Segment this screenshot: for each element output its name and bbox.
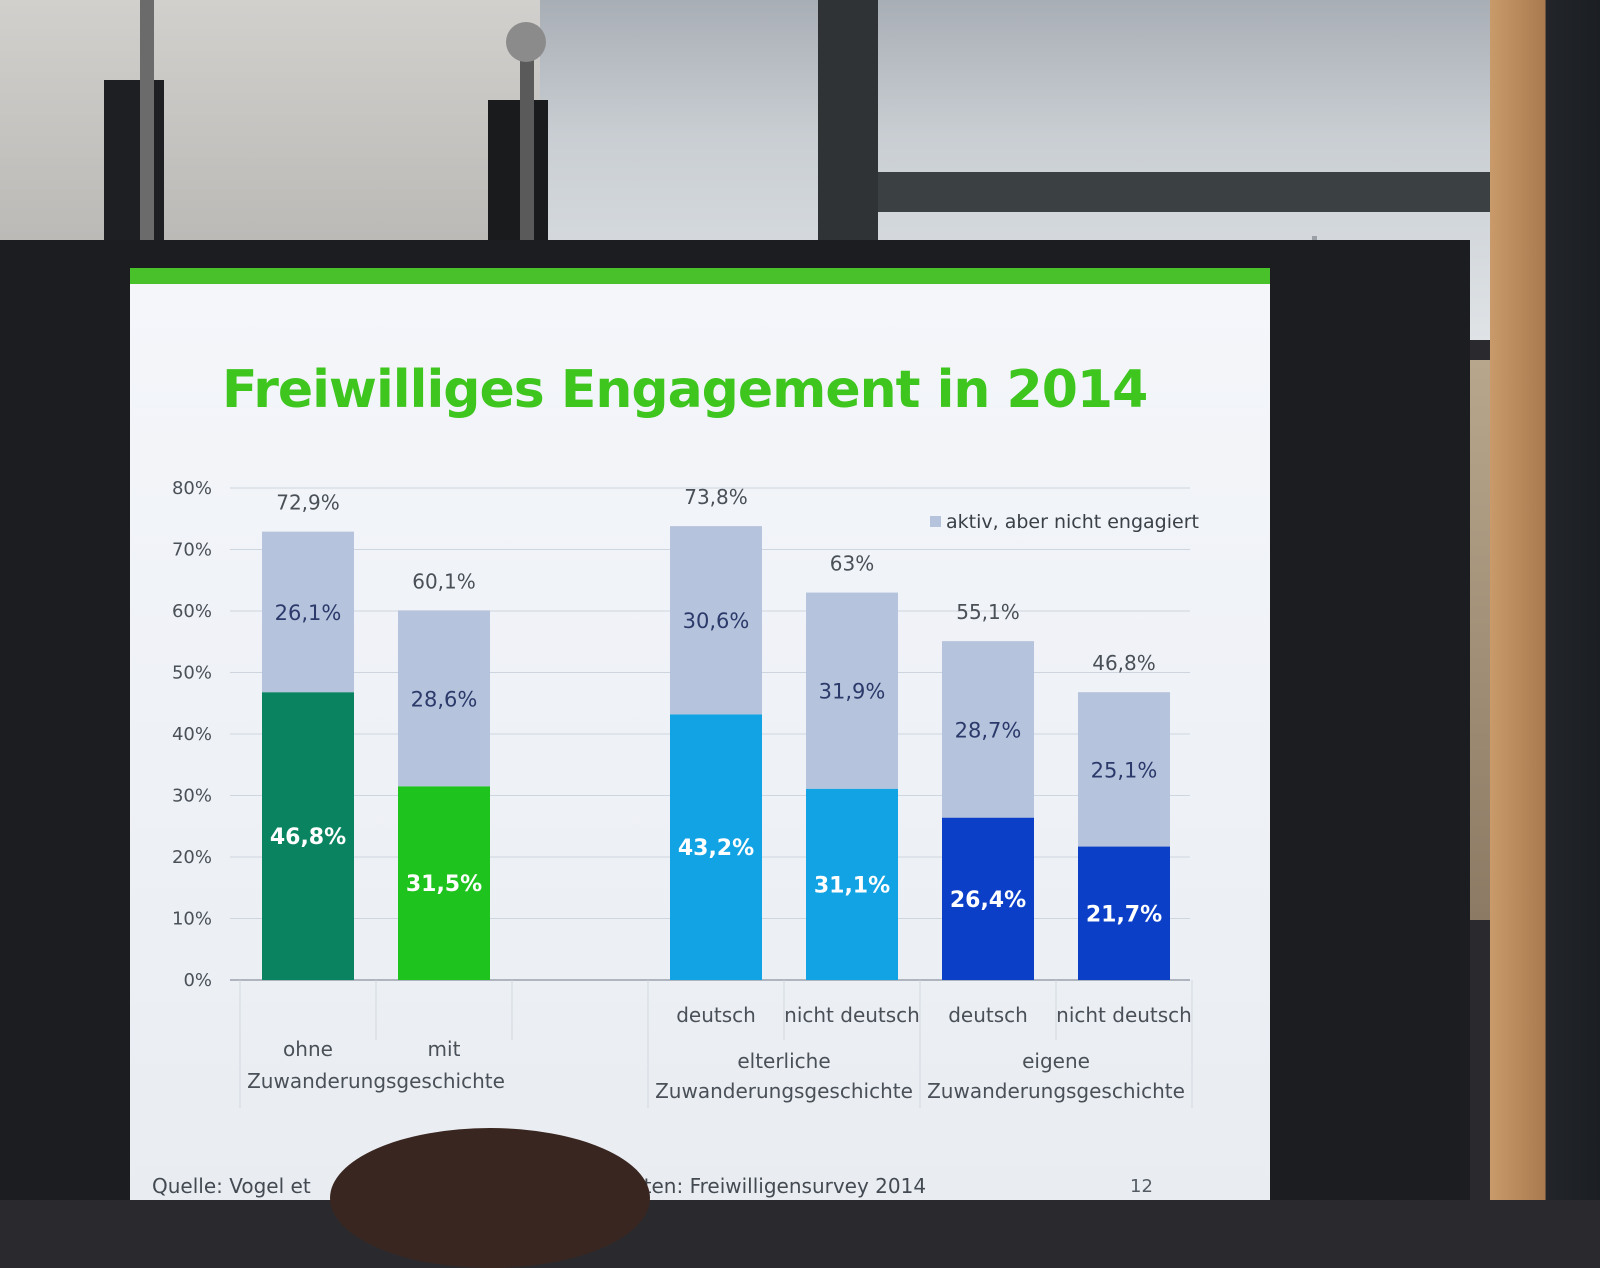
x-tick-label: deutsch [676,1003,756,1027]
legend-label: aktiv, aber nicht engagiert [946,511,1199,533]
data-label-active: 30,6% [683,609,750,633]
room-wall [0,0,540,270]
group-label: eigene [1022,1049,1090,1073]
flagpole-finial [506,22,546,62]
total-label: 55,1% [956,600,1020,624]
data-label-engaged: 43,2% [678,836,754,861]
indoor-flag-left [104,80,164,270]
x-tick-label: ohne [283,1037,333,1061]
y-tick-label: 50% [172,663,212,684]
x-tick-label: nicht deutsch [1056,1003,1192,1027]
data-label-active: 26,1% [275,601,342,625]
x-tick-label: deutsch [948,1003,1028,1027]
data-label-engaged: 31,1% [814,873,890,898]
data-label-active: 28,7% [955,718,1022,742]
bar-active-not-engaged [942,641,1034,818]
slide-accent-bar [130,268,1270,284]
total-label: 63% [830,552,874,576]
bar-active-not-engaged [806,592,898,789]
bar-engaged [942,817,1034,980]
bar-active-not-engaged [670,526,762,715]
stacked-bar-chart: 0% 10% 20% 30% 40% 50% 60% 70% 80% 46,8% 26,1% 72,9… [172,478,1199,1108]
flagpole-right [520,40,534,270]
flagpole-left [140,0,154,270]
y-tick-label: 80% [172,478,212,499]
total-label: 60,1% [412,569,476,593]
group-label: Zuwanderungsgeschichte [247,1069,505,1093]
y-tick-label: 70% [172,540,212,561]
y-tick-label: 20% [172,847,212,868]
data-label-engaged: 21,7% [1086,902,1162,927]
data-label-active: 25,1% [1091,758,1158,782]
source-citation: Quelle: Vogel et [152,1174,311,1198]
bar-engaged [806,788,898,980]
y-tick-label: 0% [183,970,212,991]
legend-swatch [930,516,941,527]
y-tick-label: 40% [172,724,212,745]
group-label: elterliche [737,1049,830,1073]
total-label: 73,8% [684,485,748,509]
y-tick-label: 30% [172,786,212,807]
y-tick-label: 60% [172,601,212,622]
data-label-engaged: 46,8% [270,825,346,850]
group-label: Zuwanderungsgeschichte [927,1079,1185,1103]
data-label-engaged: 31,5% [406,872,482,897]
bar-active-not-engaged [398,610,490,787]
bar-engaged [670,714,762,980]
bar-active-not-engaged [262,531,354,693]
total-label: 46,8% [1092,651,1156,675]
total-label: 72,9% [276,491,340,515]
audience-head [330,1128,650,1268]
data-label-active: 31,9% [819,680,886,704]
bar-engaged [1078,846,1170,980]
presentation-slide: Freiwilliges Engagement in 2014 0% 10% 20%… [130,268,1270,1200]
door-frame [1490,0,1600,1200]
data-label-active: 28,6% [411,687,478,711]
bar-engaged [262,692,354,980]
x-tick-label: nicht deutsch [784,1003,920,1027]
data-source: Daten: Freiwilligensurvey 2014 [616,1174,927,1198]
slide-page-number: 12 [1130,1176,1153,1197]
window-frame-horizontal [878,172,1498,212]
slide-title: Freiwilliges Engagement in 2014 [222,360,1148,420]
bar-engaged [398,786,490,980]
data-label-engaged: 26,4% [950,888,1026,913]
bar-active-not-engaged [1078,692,1170,847]
x-tick-label: mit [428,1037,461,1061]
group-label: Zuwanderungsgeschichte [655,1079,913,1103]
y-tick-label: 10% [172,909,212,930]
